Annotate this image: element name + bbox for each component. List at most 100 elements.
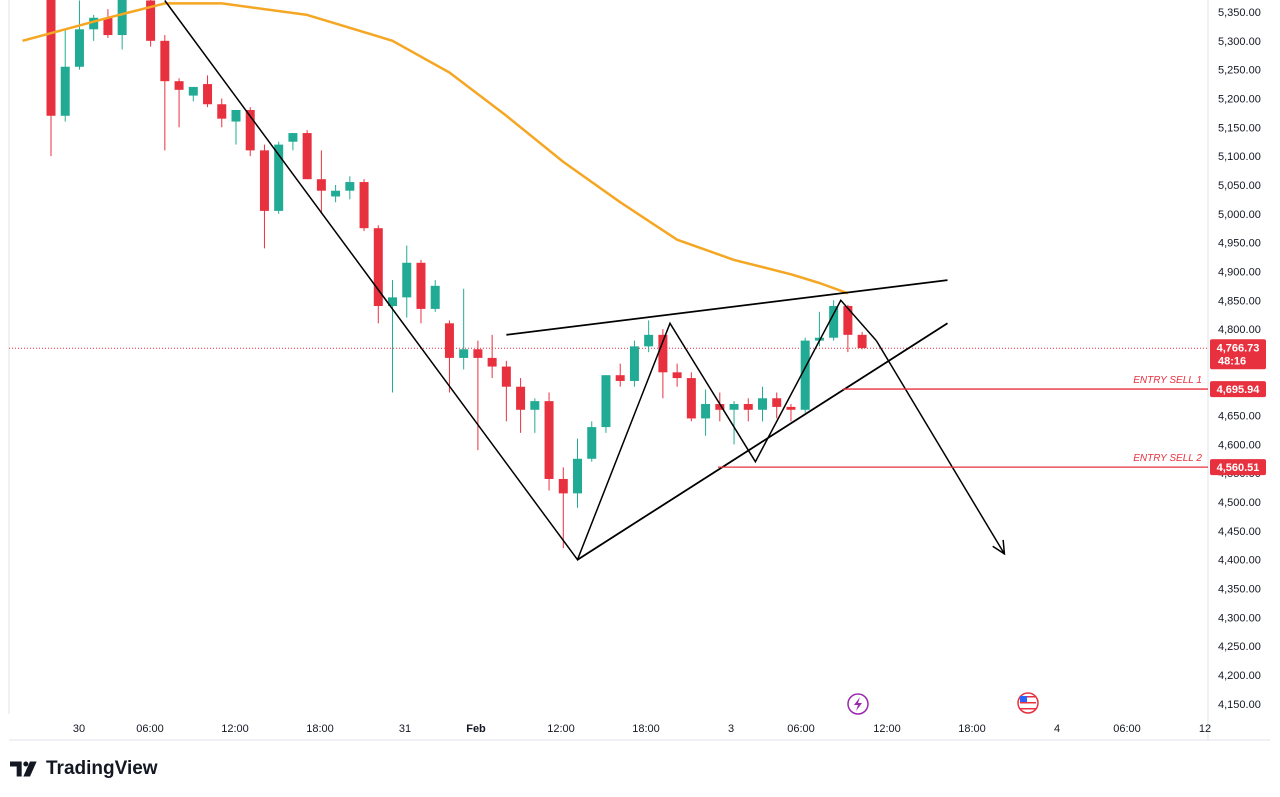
- time-tick-label: 06:00: [136, 723, 164, 735]
- candle-body: [345, 182, 355, 191]
- candle-down[interactable]: [160, 35, 170, 151]
- candle-down[interactable]: [103, 9, 113, 38]
- candle-down[interactable]: [359, 179, 369, 232]
- candle-up[interactable]: [701, 389, 711, 436]
- candle-down[interactable]: [316, 150, 326, 214]
- candle-body: [89, 17, 99, 30]
- candle-body: [160, 40, 170, 82]
- lightning-event-icon[interactable]: [847, 693, 869, 715]
- price-tick-label: 4,250.00: [1218, 641, 1261, 653]
- time-tick-label: 06:00: [1113, 723, 1141, 735]
- candle-up[interactable]: [117, 0, 127, 50]
- candle-down[interactable]: [416, 259, 426, 324]
- price-tick-label: 4,850.00: [1218, 295, 1261, 307]
- candle-up[interactable]: [829, 300, 839, 341]
- candle-up[interactable]: [74, 0, 84, 70]
- candle-up[interactable]: [530, 398, 540, 433]
- candle-up[interactable]: [331, 184, 341, 203]
- candle-up[interactable]: [231, 110, 241, 145]
- candle-up[interactable]: [430, 280, 440, 312]
- time-tick-label: 12:00: [547, 723, 575, 735]
- flag-stripe: [1020, 705, 1036, 707]
- candle-up[interactable]: [288, 133, 298, 151]
- candle-down[interactable]: [473, 340, 483, 451]
- candle-down[interactable]: [615, 363, 625, 387]
- candle-down[interactable]: [373, 225, 383, 324]
- time-tick-label: 18:00: [632, 723, 660, 735]
- candle-up[interactable]: [644, 320, 654, 353]
- candle-down[interactable]: [487, 334, 497, 379]
- candle-up[interactable]: [459, 288, 469, 370]
- entry-level-2[interactable]: ENTRY SELL 2 4,560.51: [718, 453, 1266, 476]
- candle-up[interactable]: [60, 29, 70, 122]
- candle-body: [772, 398, 782, 407]
- candle-body: [459, 349, 469, 358]
- candle-down[interactable]: [217, 98, 227, 128]
- candlestick-series[interactable]: [46, 0, 867, 549]
- entry-price-tag: [1210, 381, 1266, 398]
- candle-down[interactable]: [772, 392, 782, 419]
- candle-down[interactable]: [672, 363, 682, 387]
- candle-up[interactable]: [601, 375, 611, 433]
- candle-down[interactable]: [516, 378, 526, 433]
- time-tick-label: Feb: [466, 723, 486, 735]
- candle-up[interactable]: [629, 340, 639, 387]
- candle-down[interactable]: [444, 320, 454, 393]
- candle-down[interactable]: [686, 372, 696, 422]
- candle-up[interactable]: [800, 337, 810, 413]
- entry-levels[interactable]: ENTRY SELL 1 4,695.94 ENTRY SELL 2 4,560.51: [718, 375, 1266, 476]
- candle-down[interactable]: [544, 392, 554, 491]
- candle-body: [558, 478, 568, 494]
- candle-down[interactable]: [46, 0, 56, 157]
- candle-down[interactable]: [146, 0, 156, 47]
- candle-up[interactable]: [729, 401, 739, 445]
- candle-up[interactable]: [345, 176, 355, 200]
- price-tick-label: 4,450.00: [1218, 526, 1261, 538]
- candle-down[interactable]: [715, 392, 725, 422]
- candle-up[interactable]: [89, 14, 99, 41]
- time-tick-label: 12:00: [221, 723, 249, 735]
- event-markers[interactable]: [847, 692, 1039, 715]
- candle-down[interactable]: [558, 467, 568, 549]
- lower-trendline[interactable]: [577, 322, 948, 561]
- candle-body: [644, 334, 654, 347]
- candle-up[interactable]: [274, 141, 284, 214]
- candle-down[interactable]: [786, 404, 796, 422]
- candle-down[interactable]: [857, 331, 867, 350]
- candle-down[interactable]: [203, 75, 213, 108]
- flag-canton: [1020, 696, 1027, 702]
- candle-down[interactable]: [259, 144, 269, 249]
- candle-down[interactable]: [302, 130, 312, 180]
- candle-up[interactable]: [573, 438, 583, 508]
- candle-down[interactable]: [174, 78, 184, 128]
- trend-drawings[interactable]: [164, 0, 1006, 562]
- brand-name: TradingView: [46, 758, 158, 779]
- candle-down[interactable]: [743, 398, 753, 422]
- entry-level-1[interactable]: ENTRY SELL 1 4,695.94: [843, 375, 1266, 398]
- candle-body: [188, 86, 198, 96]
- upper-trendline[interactable]: [506, 279, 948, 336]
- candle-body: [231, 110, 241, 122]
- time-tick-label: 31: [399, 723, 411, 735]
- candle-body: [316, 179, 326, 191]
- candle-up[interactable]: [758, 386, 767, 422]
- candle-up[interactable]: [587, 421, 597, 462]
- us-flag-event-icon[interactable]: [1017, 692, 1039, 714]
- candle-up[interactable]: [388, 280, 398, 393]
- entry-label: ENTRY SELL 1: [1133, 375, 1202, 386]
- candle-body: [359, 182, 369, 229]
- candle-up[interactable]: [402, 245, 412, 318]
- candle-down[interactable]: [843, 304, 853, 353]
- zigzag-pattern-line[interactable]: [164, 0, 877, 562]
- candle-up[interactable]: [188, 86, 198, 102]
- candle-body: [46, 0, 56, 116]
- tradingview-brand[interactable]: TradingView: [10, 758, 158, 780]
- time-axis[interactable]: 30 06:00 12:00 18:00 31 Feb 12:00 18:00 3 06:00 12…: [73, 723, 1211, 735]
- price-tick-label: 4,300.00: [1218, 612, 1261, 624]
- candle-down[interactable]: [501, 360, 511, 422]
- candle-down[interactable]: [245, 107, 255, 157]
- projection-arrow-line[interactable]: [875, 340, 1006, 555]
- candle-body: [516, 386, 526, 410]
